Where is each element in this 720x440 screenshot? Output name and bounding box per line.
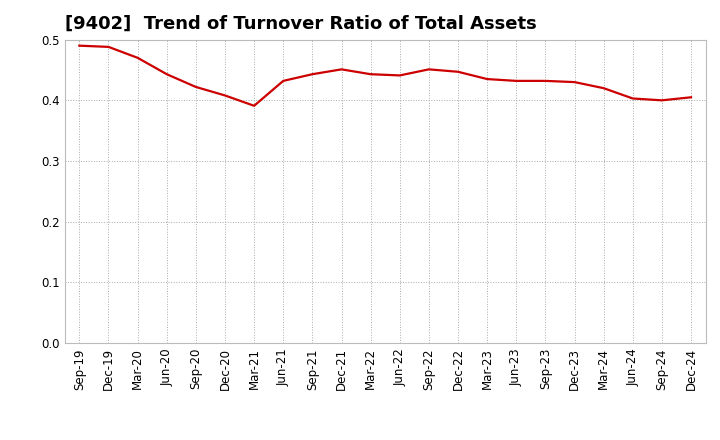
Text: [9402]  Trend of Turnover Ratio of Total Assets: [9402] Trend of Turnover Ratio of Total … bbox=[65, 15, 536, 33]
